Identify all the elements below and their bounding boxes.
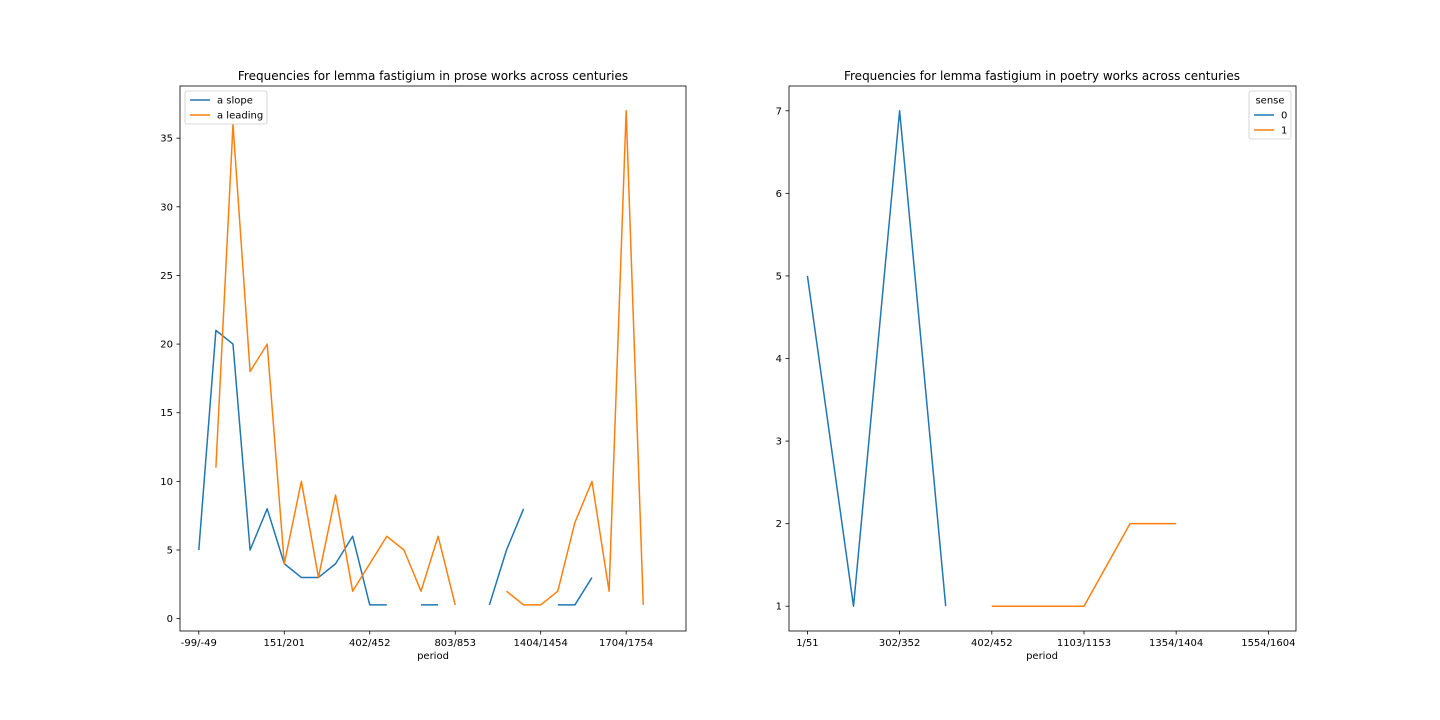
poetry-x-tick-label: 402/452 (971, 638, 1013, 649)
poetry-plot-frame (788, 85, 1297, 632)
poetry-y-tick-label: 1 (776, 602, 782, 613)
prose-y-tick-label: 20 (160, 340, 173, 351)
poetry-x-tick-label: 302/352 (879, 638, 921, 649)
prose-x-tick-label: 803/853 (434, 638, 476, 649)
prose-series-line-segment (557, 577, 593, 606)
prose-y-tick-label: 25 (160, 271, 173, 282)
poetry-legend-label-0: 0 (1281, 111, 1287, 122)
poetry-y-tick-label: 5 (776, 271, 782, 282)
prose-legend-label-a-slope: a slope (217, 96, 253, 107)
poetry-series-line-segment (991, 522, 1177, 607)
poetry-x-tick-label: 1354/1404 (1149, 638, 1203, 649)
poetry-legend: sense 0 1 (1248, 90, 1292, 140)
prose-x-tick-label: 1404/1454 (514, 638, 568, 649)
poetry-series-1 (991, 522, 1177, 607)
prose-x-tick-label: -99/-49 (181, 638, 217, 649)
prose-y-tick-label: 15 (160, 408, 173, 419)
poetry-y-tick-label: 7 (776, 106, 782, 117)
prose-chart-title: Frequencies for lemma fastigium in prose… (238, 69, 628, 83)
poetry-series-line-segment (806, 110, 947, 607)
prose-x-tick-label: 151/201 (264, 638, 306, 649)
poetry-chart-title: Frequencies for lemma fastigium in poetr… (844, 69, 1240, 83)
prose-series-a-slope (198, 329, 593, 606)
poetry-series-0 (806, 110, 947, 607)
prose-y-tick-label: 35 (160, 134, 173, 145)
poetry-x-axis-label: period (1026, 651, 1058, 662)
poetry-chart: Frequencies for lemma fastigium in poetr… (776, 69, 1297, 662)
poetry-x-tick-label: 1/51 (796, 638, 818, 649)
prose-series-line-segment (215, 123, 456, 606)
prose-chart: Frequencies for lemma fastigium in prose… (160, 69, 687, 662)
prose-legend: a slope a leading (184, 90, 268, 125)
prose-y-tick-label: 5 (167, 546, 173, 557)
prose-x-tick-label: 402/452 (349, 638, 391, 649)
prose-y-tick-label: 10 (160, 477, 173, 488)
poetry-x-tick-label: 1554/1604 (1241, 638, 1295, 649)
prose-series-a-leading (215, 109, 645, 606)
poetry-y-tick-label: 4 (776, 354, 782, 365)
poetry-y-tick-label: 2 (776, 519, 782, 530)
prose-x-axis-label: period (417, 651, 449, 662)
prose-x-tick-label: 1704/1754 (599, 638, 653, 649)
poetry-x-tick-label: 1103/1153 (1057, 638, 1111, 649)
prose-y-tick-label: 0 (167, 614, 173, 625)
prose-series-line-segment (198, 329, 387, 606)
prose-plot-frame (179, 85, 687, 632)
poetry-y-tick-label: 6 (776, 189, 782, 200)
poetry-legend-title: sense (1255, 96, 1284, 107)
prose-y-tick-label: 30 (160, 202, 173, 213)
poetry-y-tick-label: 3 (776, 437, 782, 448)
prose-legend-label-a-leading: a leading (217, 111, 263, 122)
prose-series-line-segment (506, 109, 645, 606)
prose-series-line-segment (488, 508, 525, 606)
poetry-legend-label-1: 1 (1281, 126, 1287, 137)
